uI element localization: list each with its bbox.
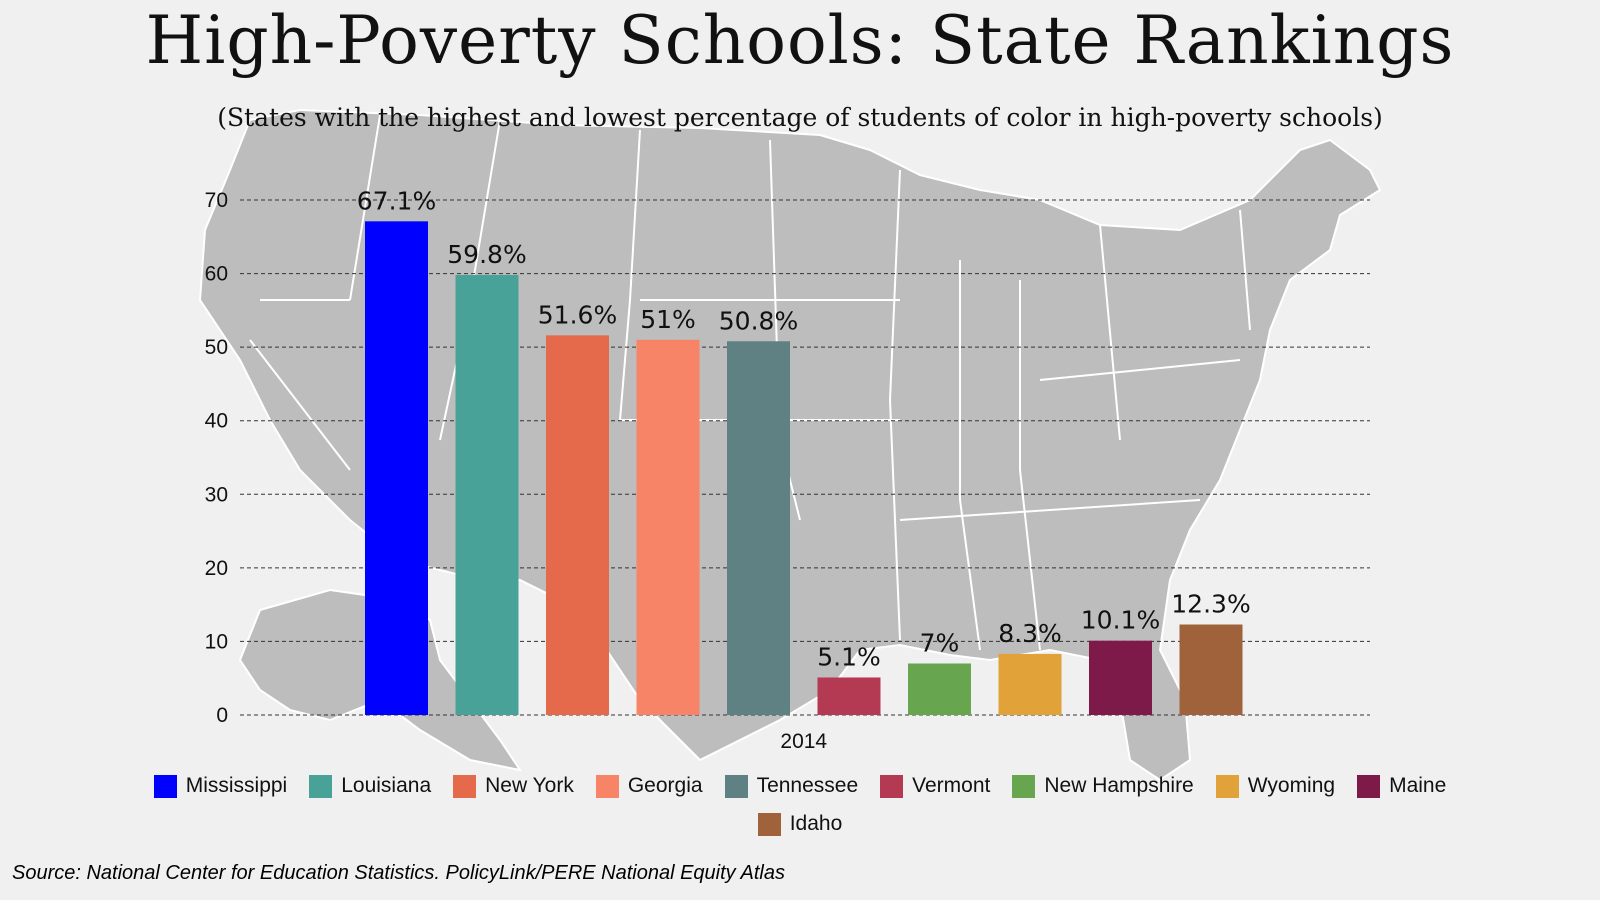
bars-group — [365, 221, 1243, 716]
y-tick-label: 30 — [205, 483, 228, 506]
state-border-6 — [959, 260, 981, 651]
chart-title: High-Poverty Schools: State Rankings — [145, 2, 1455, 79]
y-tick-labels: 0 10 20 30 40 50 60 70 — [205, 189, 228, 727]
data-label: 5.1% — [817, 642, 881, 671]
bar-idaho — [1179, 624, 1243, 715]
bar-vermont — [817, 677, 881, 715]
state-border-4 — [349, 114, 381, 301]
bar-mississippi — [365, 221, 428, 716]
legend-label: Maine — [1389, 774, 1447, 797]
data-label: 7% — [920, 629, 960, 658]
x-category-label: 2014 — [780, 730, 827, 753]
legend-item: Maine — [1357, 774, 1446, 798]
legend-item: Wyoming — [1215, 774, 1336, 798]
bar-tennessee — [727, 341, 790, 715]
state-border-15 — [1239, 209, 1251, 331]
data-label: 67.1% — [357, 186, 436, 215]
y-tick-label: 20 — [205, 557, 228, 580]
legend-label: New York — [485, 774, 574, 797]
data-label: 51.6% — [538, 300, 617, 329]
legend-label: New Hampshire — [1044, 774, 1194, 797]
state-border-10 — [899, 499, 1201, 521]
data-label: 12.3% — [1171, 590, 1250, 619]
bar-louisiana — [455, 275, 519, 715]
legend-label: Louisiana — [341, 774, 432, 797]
data-labels-group: 67.1% 59.8% 51.6% 51% 50.8% 5.1% 7% 8.3% 10.1% 12… — [357, 186, 1251, 671]
bar-maine — [1089, 640, 1152, 715]
legend-swatch — [1012, 774, 1036, 798]
state-border-14 — [1099, 224, 1121, 441]
legend-item: Louisiana — [309, 774, 431, 798]
legend-label: Georgia — [627, 774, 703, 797]
legend-swatch — [724, 774, 748, 798]
legend-label: Tennessee — [756, 774, 859, 797]
y-tick-label: 50 — [205, 336, 228, 359]
y-tick-label: 40 — [205, 410, 228, 433]
legend-item: Tennessee — [724, 774, 859, 798]
legend-label: Wyoming — [1247, 774, 1336, 797]
legend-item: Idaho — [757, 812, 843, 836]
state-border-11 — [1039, 359, 1241, 381]
legend-swatch — [309, 774, 333, 798]
x-category-labels: 2014 — [780, 730, 827, 753]
y-tick-label: 70 — [205, 189, 228, 212]
chart-legend: Mississippi Louisiana New York Georgia Tenne… — [150, 774, 1450, 836]
state-border-5 — [888, 169, 901, 641]
legend-swatch — [595, 774, 619, 798]
y-tick-label: 0 — [216, 704, 228, 727]
bar-georgia — [636, 339, 700, 715]
state-border-7 — [1019, 280, 1041, 651]
legend-swatch — [453, 774, 477, 798]
chart-subtitle: (States with the highest and lowest perc… — [217, 103, 1383, 132]
bar-wyoming — [998, 653, 1062, 715]
bar-new-york — [546, 335, 609, 715]
data-label: 50.8% — [719, 306, 798, 335]
legend-swatch — [1357, 774, 1381, 798]
legend-swatch — [757, 812, 781, 836]
legend-label: Idaho — [789, 812, 843, 835]
data-label: 10.1% — [1081, 606, 1160, 635]
legend-item: Mississippi — [153, 774, 288, 798]
y-tick-label: 60 — [205, 263, 228, 286]
legend-label: Mississippi — [185, 774, 288, 797]
legend-swatch — [153, 774, 177, 798]
legend-swatch — [1215, 774, 1239, 798]
legend-item: Vermont — [880, 774, 990, 798]
bar-new-hampshire — [908, 663, 971, 715]
state-border-1 — [619, 129, 641, 421]
data-label: 59.8% — [447, 240, 526, 269]
legend-swatch — [880, 774, 904, 798]
legend-item: New Hampshire — [1012, 774, 1194, 798]
data-label: 8.3% — [998, 619, 1062, 648]
legend-label: Vermont — [912, 774, 991, 797]
legend-item: Georgia — [595, 774, 703, 798]
source-note: Source: National Center for Education St… — [12, 862, 785, 884]
legend-item: New York — [453, 774, 574, 798]
y-tick-label: 10 — [205, 630, 228, 653]
state-border-13 — [249, 339, 351, 471]
data-label: 51% — [640, 305, 696, 334]
